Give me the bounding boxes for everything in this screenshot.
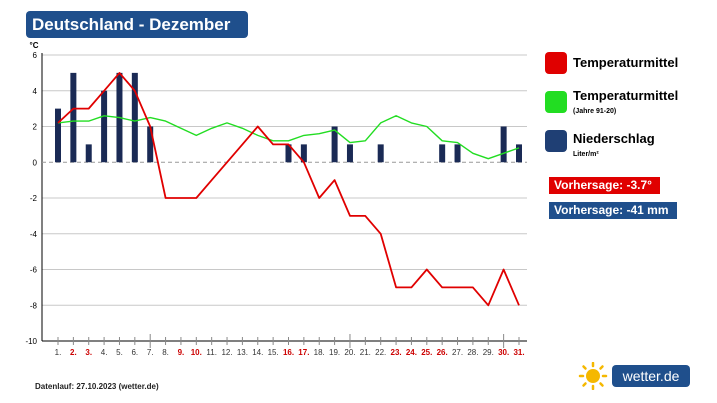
y-axis-label: °C	[30, 41, 39, 50]
precipitation-bar	[85, 144, 92, 163]
y-tick-label: 4	[33, 87, 38, 96]
x-tick-label: 24.	[406, 348, 417, 357]
x-tick-label: 16.	[283, 348, 294, 357]
x-tick-label: 12.	[221, 348, 232, 357]
legend-swatch-temperature	[545, 52, 567, 74]
x-tick-label: 5.	[116, 348, 123, 357]
x-tick-label: 19.	[329, 348, 340, 357]
y-tick-label: 2	[33, 123, 38, 132]
x-tick-label: 22.	[375, 348, 386, 357]
x-tick-label: 9.	[178, 348, 185, 357]
page-title: Deutschland - Dezember	[26, 11, 248, 38]
x-tick-label: 10.	[191, 348, 202, 357]
precipitation-bar	[377, 144, 384, 163]
x-tick-label: 3.	[85, 348, 92, 357]
forecast-temperature: Vorhersage: -3.7°	[549, 177, 660, 194]
precipitation-bar	[500, 126, 507, 163]
precipitation-bar	[439, 144, 446, 163]
x-tick-label: 13.	[237, 348, 248, 357]
y-tick-label: -6	[30, 266, 38, 275]
precipitation-bar	[516, 144, 522, 163]
legend-swatch-temperature-normal	[545, 91, 567, 113]
precipitation-bar	[131, 72, 138, 163]
precipitation-bar	[55, 108, 61, 163]
data-run-note: Datenlauf: 27.10.2023 (wetter.de)	[35, 382, 159, 391]
x-tick-label: 31.	[513, 348, 524, 357]
y-tick-label: -8	[30, 301, 38, 310]
legend-label-precipitation: Niederschlag	[573, 131, 655, 146]
forecast-precipitation: Vorhersage: -41 mm	[549, 202, 677, 219]
sun-icon	[578, 362, 608, 390]
x-tick-label: 6.	[131, 348, 138, 357]
x-tick-label: 15.	[268, 348, 279, 357]
x-tick-label: 27.	[452, 348, 463, 357]
x-tick-label: 2.	[70, 348, 77, 357]
temperature-line	[57, 72, 520, 307]
x-tick-label: 14.	[252, 348, 263, 357]
legend-label-temperature-normal: Temperaturmittel	[573, 88, 679, 103]
x-tick-label: 8.	[162, 348, 169, 357]
temperature-normal-line	[57, 115, 520, 160]
brand-name: wetter.de	[612, 365, 690, 387]
x-tick-label: 28.	[467, 348, 478, 357]
x-tick-label: 29.	[483, 348, 494, 357]
y-tick-label: 6	[33, 51, 38, 60]
legend-swatch-precipitation	[545, 130, 567, 152]
legend-sub-temperature-normal: (Jahre 91-20)	[573, 108, 617, 115]
x-tick-label: 1.	[55, 348, 62, 357]
precipitation-bar	[147, 126, 154, 163]
x-tick-label: 25.	[421, 348, 432, 357]
precipitation-bar	[300, 144, 307, 163]
precipitation-bar	[101, 90, 108, 163]
y-tick-label: -2	[30, 194, 38, 203]
legend-sub-precipitation: Liter/m²	[573, 151, 599, 158]
brand-logo: wetter.de	[578, 362, 690, 390]
precipitation-bar	[454, 144, 461, 163]
x-tick-label: 26.	[437, 348, 448, 357]
precipitation-bar	[346, 144, 353, 163]
x-tick-label: 21.	[360, 348, 371, 357]
precipitation-bar	[285, 144, 292, 163]
x-tick-label: 20.	[344, 348, 355, 357]
y-tick-label: -4	[30, 230, 38, 239]
precipitation-bar	[70, 72, 77, 163]
y-tick-label: -10	[25, 337, 37, 346]
y-tick-label: 0	[33, 158, 38, 167]
legend-label-temperature: Temperaturmittel	[573, 55, 679, 70]
x-tick-label: 23.	[391, 348, 402, 357]
x-tick-label: 18.	[314, 348, 325, 357]
x-tick-label: 11.	[206, 348, 217, 357]
x-tick-label: 17.	[298, 348, 309, 357]
x-tick-label: 30.	[498, 348, 509, 357]
x-tick-label: 7.	[147, 348, 154, 357]
precipitation-bar	[331, 126, 338, 163]
x-tick-label: 4.	[101, 348, 108, 357]
